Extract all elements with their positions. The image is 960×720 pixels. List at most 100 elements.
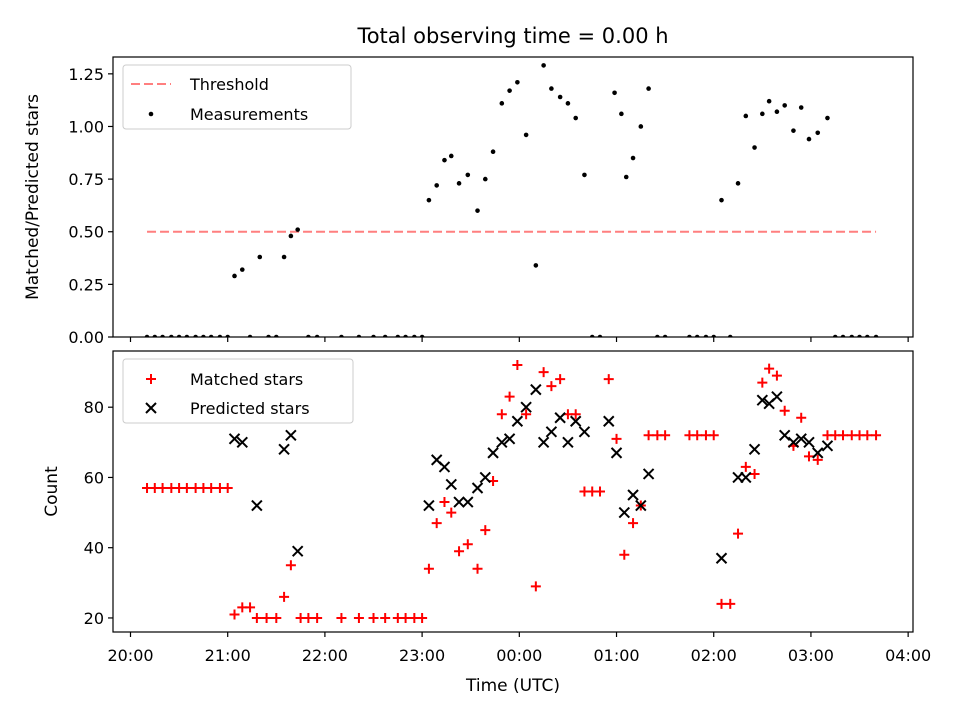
matched-stars-point [749, 468, 760, 479]
matched-stars-point [619, 549, 630, 560]
measurement-point [549, 86, 554, 91]
matched-stars-point [271, 612, 282, 623]
x-tick-label: 03:00 [788, 646, 834, 665]
matched-stars-point [757, 377, 768, 388]
top-panel: 0.00 0.25 0.50 0.75 1.00 1.25 Matched/Predicte… [23, 56, 914, 347]
predicted-stars-point [530, 383, 542, 396]
measurement-point [448, 153, 454, 159]
measurement-point [630, 155, 636, 161]
measurement-point [798, 105, 804, 110]
legend-predicted-swatch [145, 402, 157, 414]
predicted-stars-point [795, 433, 807, 445]
matched-stars-point [796, 412, 807, 423]
measurement-point [442, 157, 447, 163]
matched-stars-point [708, 430, 719, 441]
predicted-stars-point [787, 436, 800, 449]
predicted-stars-point [479, 471, 492, 484]
measurement-point [612, 90, 617, 96]
matched-stars-point [417, 612, 428, 623]
predicted-stars-point [642, 468, 655, 480]
predicted-stars-point [748, 443, 761, 456]
matched-stars-point [480, 525, 491, 536]
legend-label: Predicted stars [190, 399, 310, 418]
x-tick-label: 21:00 [205, 646, 251, 665]
predicted-stars-point [503, 433, 516, 445]
matched-stars-point [206, 482, 217, 493]
matched-stars-point [521, 409, 532, 420]
predicted-stars-point [462, 496, 474, 508]
matched-stars-point [555, 374, 566, 385]
matched-stars-point [380, 612, 391, 623]
measurement-point [638, 124, 644, 129]
legend: Matched stars Predicted stars [122, 358, 354, 424]
measurement-point [646, 86, 651, 91]
x-tick-label: 02:00 [691, 646, 737, 665]
measurement-point [456, 181, 462, 186]
matched-stars-point [812, 454, 823, 465]
predicted-stars-point [445, 478, 457, 491]
legend-label: Measurements [190, 105, 308, 124]
predicted-stars-point [278, 443, 290, 456]
y-tick-label: 0.25 [68, 275, 104, 294]
x-tick-label: 01:00 [593, 646, 639, 665]
measurement-point [623, 174, 629, 180]
matched-stars-point [285, 560, 296, 571]
matched-stars-point [530, 581, 541, 592]
measurement-point [507, 88, 512, 93]
matched-stars-point [181, 482, 192, 493]
predicted-stars-point [562, 436, 574, 449]
x-axis-label: Time (UTC) [465, 676, 560, 696]
predicted-stars-point [610, 447, 623, 459]
plot-area [144, 63, 879, 337]
predicted-stars-point [756, 394, 769, 406]
matched-stars-point [504, 391, 515, 402]
measurement-point [557, 94, 563, 100]
matched-stars-point [594, 486, 605, 497]
measurement-point [565, 101, 571, 106]
measurement-point [774, 109, 780, 115]
legend-label: Matched stars [190, 370, 303, 389]
matched-stars-point [716, 598, 727, 609]
predicted-stars-point [423, 499, 435, 512]
legend-matched-swatch [146, 374, 156, 384]
matched-stars-point [462, 539, 473, 550]
x-tick-label: 00:00 [496, 646, 542, 665]
measurement-point [752, 145, 757, 150]
matched-stars-point [603, 374, 614, 385]
measurement-point [295, 227, 300, 232]
matched-stars-point [245, 602, 256, 613]
measurement-point [475, 208, 480, 213]
y-tick-label: 1.25 [68, 65, 104, 84]
matched-stars-point [692, 430, 703, 441]
predicted-stars-point [438, 461, 451, 473]
matched-stars-point [279, 591, 290, 602]
measurement-point [825, 115, 830, 121]
measurement-point [806, 136, 812, 142]
measurement-point [515, 79, 520, 85]
matched-stars-point [446, 507, 457, 518]
legend-box [122, 64, 352, 130]
measurement-point [782, 103, 787, 108]
predicted-stars-point [554, 412, 566, 424]
y-tick-label: 20 [84, 609, 104, 628]
matched-stars-point [643, 430, 654, 441]
matched-stars-point [251, 612, 262, 623]
axes-frame [112, 350, 914, 633]
matched-stars-point [496, 409, 507, 420]
x-tick-label: 20:00 [107, 646, 153, 665]
y-tick-label: 0.75 [68, 170, 104, 189]
matched-stars-point [353, 612, 364, 623]
predicted-stars-point [740, 471, 752, 484]
matched-stars-point [570, 409, 581, 420]
predicted-stars-point [487, 447, 499, 459]
y-tick-label: 40 [84, 539, 104, 558]
measurement-point [239, 267, 245, 272]
measurement-point [573, 115, 578, 121]
matched-stars-point [660, 430, 671, 441]
predicted-stars-point [537, 436, 550, 449]
predicted-stars-point [618, 506, 631, 519]
matched-stars-point [779, 405, 790, 416]
matched-stars-point [261, 612, 272, 623]
measurement-point [232, 273, 237, 279]
